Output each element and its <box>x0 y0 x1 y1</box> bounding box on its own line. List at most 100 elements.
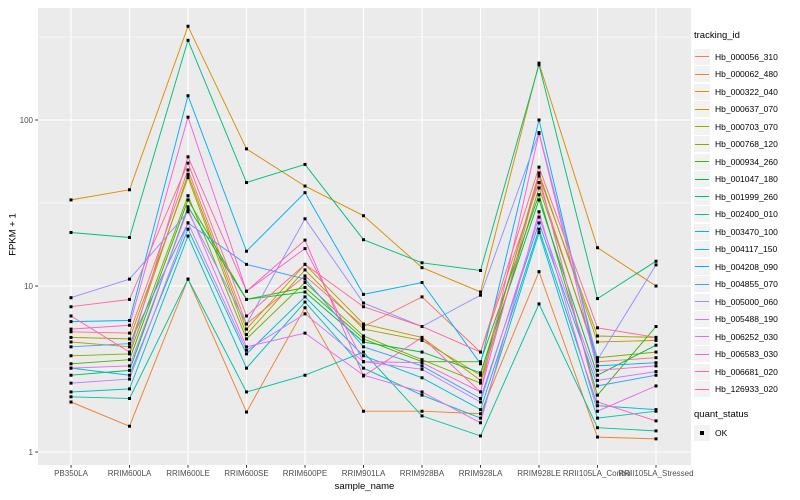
legend-key-line-icon <box>695 91 709 93</box>
legend-key-swatch <box>694 293 710 310</box>
legend-title-quant-status: quant_status <box>694 409 749 420</box>
svg-text:1: 1 <box>29 448 34 457</box>
legend-key-swatch <box>694 258 710 275</box>
legend-item-label: OK <box>715 427 728 438</box>
svg-text:RRIM928BA: RRIM928BA <box>400 469 445 478</box>
legend-item-ok: OK <box>694 424 778 442</box>
svg-text:RRIM600PE: RRIM600PE <box>283 469 327 478</box>
svg-text:RRII105LA_Control: RRII105LA_Control <box>563 469 633 478</box>
legend-key-swatch <box>694 223 710 240</box>
legend-item-label: Hb_000768_120 <box>715 139 778 150</box>
legend-item: Hb_000703_070 <box>694 118 778 136</box>
legend-key-line-icon <box>695 73 709 75</box>
legend-item: Hb_005000_060 <box>694 293 778 311</box>
legend-item: Hb_000637_070 <box>694 101 778 119</box>
legend-panel: tracking_id Hb_000056_310 Hb_000062_480 Hb… <box>694 30 778 442</box>
legend-key-swatch <box>694 424 710 441</box>
svg-text:RRIM600SE: RRIM600SE <box>224 469 268 478</box>
legend-item: Hb_001047_180 <box>694 171 778 189</box>
svg-text:RRIM928LE: RRIM928LE <box>517 469 561 478</box>
legend-key-line-icon <box>695 283 709 285</box>
legend-item-label: Hb_006681_020 <box>715 366 778 377</box>
legend-item-label: Hb_000637_070 <box>715 104 778 115</box>
legend-key-line-icon <box>695 266 709 268</box>
legend-key-swatch <box>694 48 710 65</box>
legend-item-label: Hb_001999_260 <box>715 191 778 202</box>
legend-key-line-icon <box>695 301 709 303</box>
legend-item-label: Hb_126933_020 <box>715 384 778 395</box>
svg-text:RRIM600LE: RRIM600LE <box>166 469 210 478</box>
ok-point-icon <box>700 431 704 435</box>
legend-item-label: Hb_001047_180 <box>715 174 778 185</box>
svg-text:RRII105LA_Stressed: RRII105LA_Stressed <box>618 469 693 478</box>
legend-item: Hb_004855_070 <box>694 276 778 294</box>
legend-key-line-icon <box>695 231 709 233</box>
legend-key-swatch <box>694 363 710 380</box>
legend-item: Hb_006681_020 <box>694 363 778 381</box>
legend-key-swatch <box>694 153 710 170</box>
svg-text:RRIM928LA: RRIM928LA <box>459 469 503 478</box>
legend-item: Hb_002400_010 <box>694 206 778 224</box>
legend-item: Hb_005488_190 <box>694 311 778 329</box>
legend-item: Hb_000768_120 <box>694 136 778 154</box>
legend-item: Hb_000934_260 <box>694 153 778 171</box>
legend-item: Hb_004117_150 <box>694 241 778 259</box>
legend-key-line-icon <box>695 353 709 355</box>
legend-item-label: Hb_005000_060 <box>715 296 778 307</box>
legend-key-line-icon <box>695 213 709 215</box>
legend-item-label: Hb_004117_150 <box>715 244 778 255</box>
legend-item: Hb_006252_030 <box>694 328 778 346</box>
legend-key-swatch <box>694 328 710 345</box>
legend-key-swatch <box>694 136 710 153</box>
legend-item-label: Hb_006252_030 <box>715 331 778 342</box>
legend-key-swatch <box>694 346 710 363</box>
svg-text:RRIM600LA: RRIM600LA <box>108 469 152 478</box>
legend-item: Hb_000322_040 <box>694 83 778 101</box>
legend-title-tracking-id: tracking_id <box>694 30 740 41</box>
svg-text:RRIM901LA: RRIM901LA <box>342 469 386 478</box>
legend-item-label: Hb_003470_100 <box>715 226 778 237</box>
legend-key-line-icon <box>695 178 709 180</box>
legend-key-line-icon <box>695 108 709 110</box>
legend-item-label: Hb_000062_480 <box>715 69 778 80</box>
legend-item-label: Hb_000322_040 <box>715 86 778 97</box>
legend-item-label: Hb_000703_070 <box>715 121 778 132</box>
y-axis-title: FPKM + 1 <box>7 213 19 256</box>
svg-text:100: 100 <box>20 116 34 125</box>
legend-key-swatch <box>694 311 710 328</box>
legend-item-label: Hb_004208_090 <box>715 261 778 272</box>
legend-item: Hb_126933_020 <box>694 381 778 399</box>
legend-key-swatch <box>694 118 710 135</box>
legend-key-swatch <box>694 381 710 398</box>
legend-item-label: Hb_005488_190 <box>715 314 778 325</box>
legend-key-swatch <box>694 66 710 83</box>
legend-item: Hb_003470_100 <box>694 223 778 241</box>
legend-item-label: Hb_000056_310 <box>715 51 778 62</box>
legend-item-label: Hb_002400_010 <box>715 209 778 220</box>
legend-item: Hb_001999_260 <box>694 188 778 206</box>
svg-text:10: 10 <box>24 282 33 291</box>
legend-item: Hb_006583_030 <box>694 346 778 364</box>
legend-tracking-id-items: Hb_000056_310 Hb_000062_480 Hb_000322_040 H… <box>694 48 778 398</box>
legend-key-line-icon <box>695 56 709 58</box>
legend-item-label: Hb_000934_260 <box>715 156 778 167</box>
legend-key-swatch <box>694 276 710 293</box>
legend-key-line-icon <box>695 196 709 198</box>
legend-key-swatch <box>694 83 710 100</box>
legend-key-line-icon <box>695 388 709 390</box>
legend-key-swatch <box>694 101 710 118</box>
legend-key-line-icon <box>695 126 709 128</box>
legend-item: Hb_004208_090 <box>694 258 778 276</box>
legend-item: Hb_000062_480 <box>694 66 778 84</box>
x-axis-title: sample_name <box>334 481 395 492</box>
legend-key-swatch <box>694 241 710 258</box>
legend-key-line-icon <box>695 143 709 145</box>
legend-item: Hb_000056_310 <box>694 48 778 66</box>
legend-key-swatch <box>694 171 710 188</box>
legend-key-line-icon <box>695 248 709 250</box>
legend-key-swatch <box>694 188 710 205</box>
legend-key-line-icon <box>695 318 709 320</box>
legend-key-line-icon <box>695 371 709 373</box>
